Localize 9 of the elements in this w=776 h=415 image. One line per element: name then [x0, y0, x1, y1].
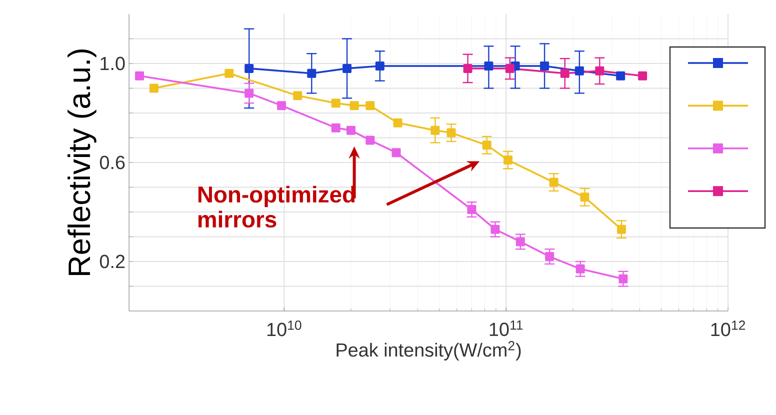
x-tick-label: 10$^{12}$ — [711, 320, 746, 336]
y-tick-label: 0.6 — [100, 156, 125, 170]
y-tick-label: 1.0 — [100, 56, 125, 70]
x-tick-label: 10$^{10}$ — [267, 320, 302, 336]
annotation: Non-optimized mirrors — [198, 186, 355, 228]
y-tick-label: 0.2 — [100, 254, 125, 268]
x-axis-title: Peak intensity(W/cm$^{2}$) — [336, 341, 521, 360]
y-axis-title: Reflectivity (a.u.) — [68, 49, 96, 275]
x-tick-label: 10$^{11}$ — [490, 320, 523, 336]
